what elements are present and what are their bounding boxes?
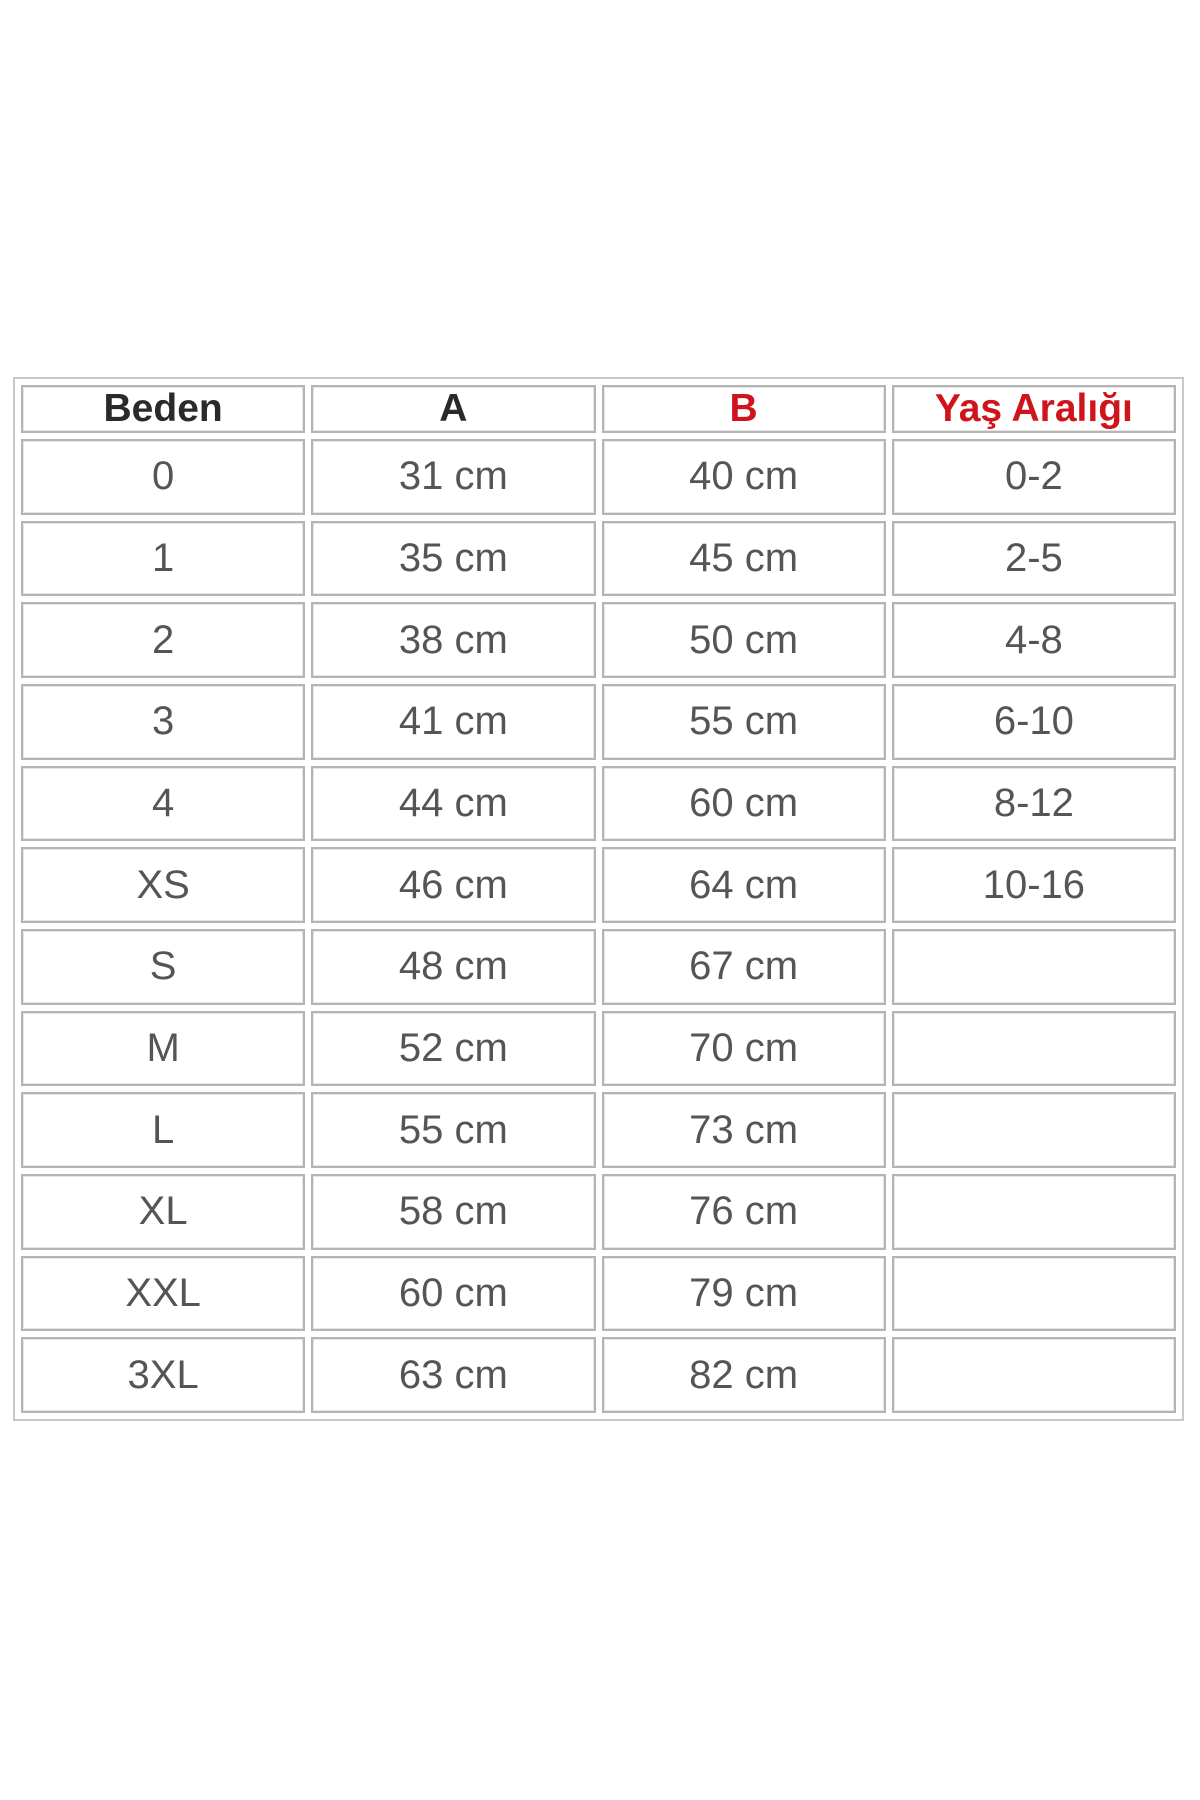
table-row: 4 44 cm 60 cm 8-12 xyxy=(21,765,1176,842)
cell-a: 41 cm xyxy=(311,683,596,760)
table-row: 3 41 cm 55 cm 6-10 xyxy=(21,683,1176,760)
cell-size: 4 xyxy=(21,765,306,842)
cell-size: M xyxy=(21,1010,306,1087)
table-row: 0 31 cm 40 cm 0-2 xyxy=(21,439,1176,515)
header-b: B xyxy=(601,385,886,433)
header-a: A xyxy=(311,385,596,433)
cell-size: 2 xyxy=(21,602,306,678)
cell-size: XXL xyxy=(21,1255,306,1332)
cell-age-range: 0-2 xyxy=(891,439,1176,515)
cell-age-range xyxy=(891,1337,1176,1413)
cell-size: XL xyxy=(21,1173,306,1250)
cell-a: 58 cm xyxy=(311,1173,596,1250)
cell-a: 31 cm xyxy=(311,439,596,515)
cell-b: 50 cm xyxy=(601,602,886,678)
cell-size: 3 xyxy=(21,683,306,760)
cell-b: 70 cm xyxy=(601,1010,886,1087)
cell-age-range: 8-12 xyxy=(891,765,1176,842)
cell-b: 67 cm xyxy=(601,928,886,1005)
cell-age-range xyxy=(891,1173,1176,1250)
cell-b: 64 cm xyxy=(601,847,886,923)
cell-size: 1 xyxy=(21,520,306,597)
cell-age-range: 2-5 xyxy=(891,520,1176,597)
table-row: XXL 60 cm 79 cm xyxy=(21,1255,1176,1332)
cell-a: 35 cm xyxy=(311,520,596,597)
cell-b: 60 cm xyxy=(601,765,886,842)
cell-a: 48 cm xyxy=(311,928,596,1005)
cell-a: 52 cm xyxy=(311,1010,596,1087)
cell-age-range: 6-10 xyxy=(891,683,1176,760)
size-chart: Beden A B Yaş Aralığı 0 31 cm 40 cm 0-2 1 35 … xyxy=(13,377,1184,1421)
table-row: S 48 cm 67 cm xyxy=(21,928,1176,1005)
size-table: Beden A B Yaş Aralığı 0 31 cm 40 cm 0-2 1 35 … xyxy=(15,379,1182,1419)
cell-b: 73 cm xyxy=(601,1092,886,1168)
cell-age-range: 10-16 xyxy=(891,847,1176,923)
cell-b: 79 cm xyxy=(601,1255,886,1332)
header-age-range: Yaş Aralığı xyxy=(891,385,1176,433)
table-row: 3XL 63 cm 82 cm xyxy=(21,1337,1176,1413)
cell-b: 76 cm xyxy=(601,1173,886,1250)
cell-size: XS xyxy=(21,847,306,923)
cell-a: 46 cm xyxy=(311,847,596,923)
cell-size: 3XL xyxy=(21,1337,306,1413)
cell-size: L xyxy=(21,1092,306,1168)
cell-a: 55 cm xyxy=(311,1092,596,1168)
cell-age-range xyxy=(891,928,1176,1005)
table-row: L 55 cm 73 cm xyxy=(21,1092,1176,1168)
cell-a: 44 cm xyxy=(311,765,596,842)
cell-b: 55 cm xyxy=(601,683,886,760)
cell-b: 45 cm xyxy=(601,520,886,597)
cell-a: 38 cm xyxy=(311,602,596,678)
cell-a: 60 cm xyxy=(311,1255,596,1332)
cell-age-range: 4-8 xyxy=(891,602,1176,678)
cell-size: 0 xyxy=(21,439,306,515)
cell-age-range xyxy=(891,1255,1176,1332)
cell-age-range xyxy=(891,1092,1176,1168)
cell-age-range xyxy=(891,1010,1176,1087)
cell-a: 63 cm xyxy=(311,1337,596,1413)
cell-b: 82 cm xyxy=(601,1337,886,1413)
table-row: XS 46 cm 64 cm 10-16 xyxy=(21,847,1176,923)
cell-size: S xyxy=(21,928,306,1005)
header-size: Beden xyxy=(21,385,306,433)
header-row: Beden A B Yaş Aralığı xyxy=(21,385,1176,433)
table-row: 1 35 cm 45 cm 2-5 xyxy=(21,520,1176,597)
table-row: XL 58 cm 76 cm xyxy=(21,1173,1176,1250)
table-row: 2 38 cm 50 cm 4-8 xyxy=(21,602,1176,678)
table-row: M 52 cm 70 cm xyxy=(21,1010,1176,1087)
cell-b: 40 cm xyxy=(601,439,886,515)
